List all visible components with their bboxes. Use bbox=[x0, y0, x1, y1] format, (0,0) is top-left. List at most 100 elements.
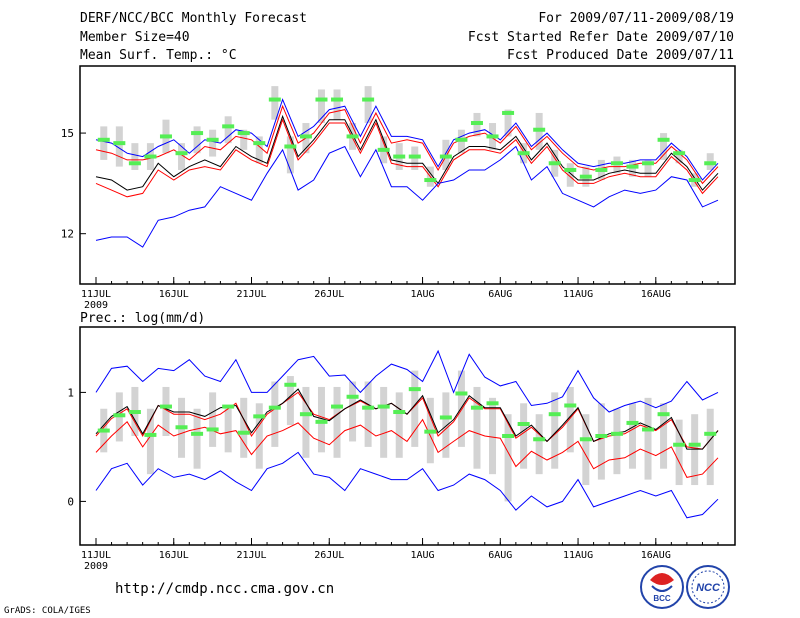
forecast-period: For 2009/07/11-2009/08/19 bbox=[538, 11, 734, 26]
temp-marker bbox=[502, 110, 515, 115]
temp-year-label: 2009 bbox=[84, 300, 108, 311]
temp-xtick-label: 21JUL bbox=[236, 289, 266, 300]
prec-series-max bbox=[95, 349, 719, 413]
variable-bottom-label: Prec.: log(mm/d) bbox=[80, 311, 206, 326]
temp-marker bbox=[408, 154, 421, 159]
temp-xtick-label: 6AUG bbox=[488, 289, 512, 300]
prec-spread-box bbox=[162, 386, 170, 436]
prec-marker bbox=[346, 394, 359, 399]
temp-marker bbox=[222, 124, 235, 129]
prec-marker bbox=[564, 403, 577, 408]
prec-spread-box bbox=[255, 403, 263, 469]
prec-spread-box bbox=[395, 392, 403, 458]
temp-spread-box bbox=[644, 159, 652, 177]
prec-marker bbox=[439, 415, 452, 420]
forecast-started-date: Fcst Started Refer Date 2009/07/10 bbox=[467, 30, 734, 45]
temp-marker bbox=[377, 147, 390, 152]
prec-marker bbox=[673, 442, 686, 447]
prec-marker bbox=[315, 419, 328, 424]
prec-xtick-label: 11AUG bbox=[563, 550, 593, 561]
temp-marker bbox=[610, 161, 623, 166]
prec-marker bbox=[237, 430, 250, 435]
temp-marker bbox=[548, 161, 561, 166]
temp-ytick-label: 12 bbox=[61, 228, 74, 241]
member-size: Member Size=40 bbox=[80, 30, 190, 45]
temp-marker bbox=[128, 161, 141, 166]
temp-xtick-label: 11JUL bbox=[81, 289, 111, 300]
prec-marker bbox=[642, 427, 655, 432]
temp-spread-box bbox=[240, 129, 248, 150]
temp-marker bbox=[299, 134, 312, 139]
prec-marker bbox=[113, 413, 126, 418]
prec-spread-box bbox=[193, 408, 201, 469]
temp-marker bbox=[175, 151, 188, 156]
prec-spread-box bbox=[582, 414, 590, 486]
temp-spread-box bbox=[317, 89, 325, 124]
prec-spread-box bbox=[224, 408, 232, 453]
temp-marker bbox=[237, 131, 250, 136]
prec-spread-box bbox=[364, 381, 372, 447]
temp-spread-box bbox=[100, 126, 108, 160]
variable-top-label: Mean Surf. Temp.: °C bbox=[80, 48, 237, 63]
temp-spread-box bbox=[224, 116, 232, 144]
temp-marker bbox=[486, 134, 499, 139]
prec-xtick-label: 16AUG bbox=[641, 550, 671, 561]
prec-marker bbox=[548, 412, 561, 417]
prec-marker bbox=[362, 405, 375, 410]
temp-marker bbox=[517, 151, 530, 156]
prec-spread-box bbox=[146, 408, 154, 475]
temp-marker bbox=[206, 137, 219, 142]
prec-spread-box bbox=[240, 397, 248, 458]
temp-marker bbox=[144, 154, 157, 159]
temp-spread-box bbox=[566, 163, 574, 187]
prec-marker bbox=[206, 427, 219, 432]
prec-spread-box bbox=[442, 392, 450, 458]
prec-spread-box bbox=[660, 403, 668, 469]
temp-ytick-label: 15 bbox=[61, 127, 74, 140]
prec-series-p10 bbox=[95, 418, 719, 478]
prec-spread-box bbox=[457, 370, 465, 447]
temp-spread-box bbox=[271, 86, 279, 120]
prec-xtick-label: 26JUL bbox=[314, 550, 344, 561]
prec-spread-box bbox=[520, 403, 528, 469]
prec-spread-box bbox=[566, 386, 574, 453]
prec-ytick-label: 1 bbox=[67, 386, 74, 399]
prec-marker bbox=[408, 387, 421, 392]
temp-series-p90 bbox=[95, 104, 719, 185]
temp-spread-box bbox=[193, 126, 201, 154]
prec-marker bbox=[704, 431, 717, 436]
temp-marker bbox=[657, 137, 670, 142]
temp-series-mean bbox=[95, 114, 719, 191]
prec-series-min bbox=[95, 451, 719, 519]
prec-marker bbox=[579, 437, 592, 442]
prec-marker bbox=[97, 428, 110, 433]
prec-marker bbox=[517, 422, 530, 427]
temp-spread-box bbox=[675, 149, 683, 164]
prec-marker bbox=[159, 404, 172, 409]
prec-marker bbox=[268, 405, 281, 410]
temp-marker bbox=[362, 97, 375, 102]
temp-spread-box bbox=[364, 86, 372, 124]
source-url[interactable]: http://cmdp.ncc.cma.gov.cn bbox=[115, 581, 335, 597]
prec-marker bbox=[144, 432, 157, 437]
temp-marker bbox=[113, 141, 126, 146]
prec-xtick-label: 11JUL bbox=[81, 550, 111, 561]
prec-marker bbox=[626, 420, 639, 425]
temp-spread-box bbox=[333, 89, 341, 120]
prec-xtick-label: 21JUL bbox=[236, 550, 266, 561]
temp-marker bbox=[626, 164, 639, 169]
temp-marker bbox=[455, 137, 468, 142]
prec-marker bbox=[486, 401, 499, 406]
prec-spread-box bbox=[473, 386, 481, 469]
prec-marker bbox=[284, 382, 297, 387]
prec-marker bbox=[470, 405, 483, 410]
prec-marker bbox=[191, 431, 204, 436]
temp-spread-box bbox=[178, 143, 186, 170]
prec-marker bbox=[377, 404, 390, 409]
temp-marker bbox=[253, 141, 266, 146]
temp-marker bbox=[533, 127, 546, 132]
prec-spread-box bbox=[504, 414, 512, 502]
prec-spread-box bbox=[628, 403, 636, 469]
prec-xtick-label: 6AUG bbox=[488, 550, 512, 561]
prec-marker bbox=[455, 391, 468, 396]
